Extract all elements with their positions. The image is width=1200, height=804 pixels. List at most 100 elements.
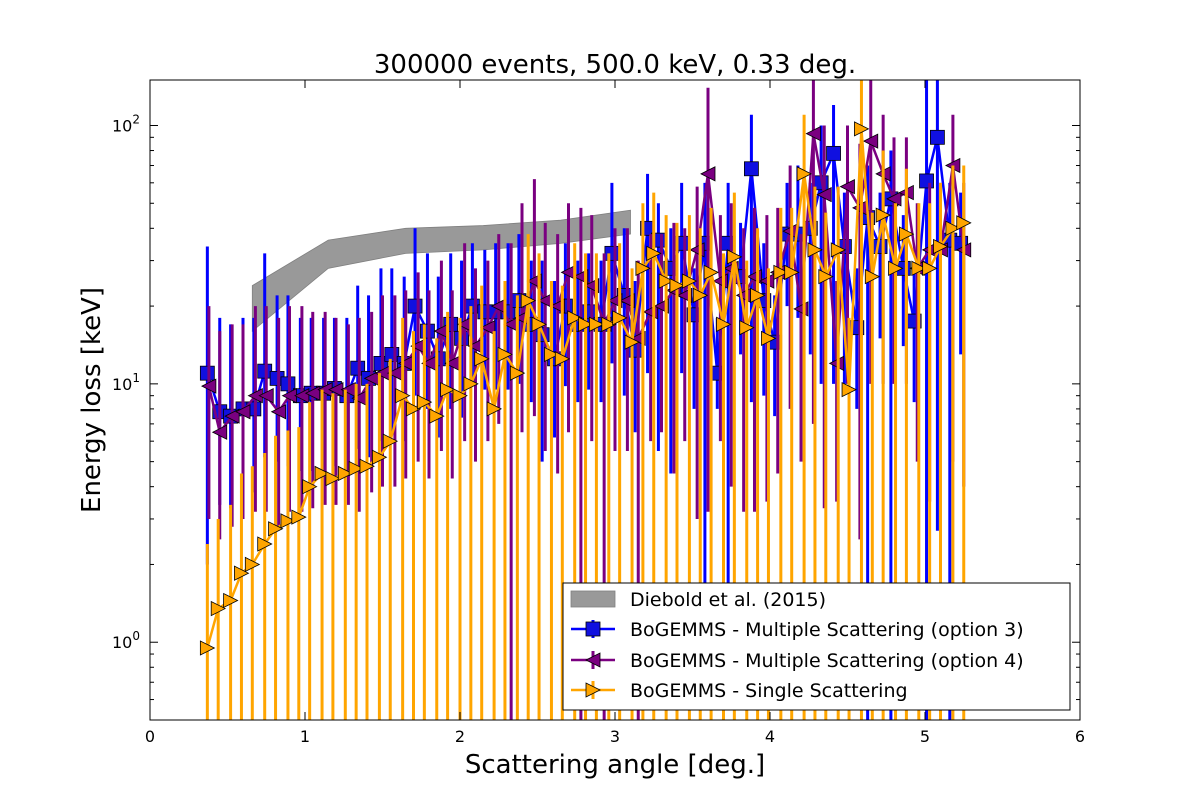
series-3-point bbox=[544, 346, 560, 363]
series-3-point bbox=[635, 260, 651, 276]
series-2-point bbox=[258, 388, 274, 404]
x-tick-label: 4 bbox=[765, 727, 775, 746]
series-3-point bbox=[486, 401, 502, 417]
series-3-point bbox=[359, 458, 375, 474]
series-1-point bbox=[257, 363, 273, 379]
series-2-point bbox=[828, 355, 845, 372]
legend-marker-3 bbox=[585, 682, 601, 698]
series-1-point bbox=[872, 239, 888, 254]
x-tick-label: 5 bbox=[920, 727, 930, 746]
series-3-point bbox=[474, 351, 490, 367]
legend-label-2: BoGEMMS - Multiple Scattering (option 4) bbox=[630, 650, 1024, 672]
legend-label-3: BoGEMMS - Single Scattering bbox=[630, 680, 908, 702]
series-3-point bbox=[830, 242, 847, 258]
series-3-point bbox=[669, 277, 685, 294]
series-3-point bbox=[933, 238, 949, 255]
series-3-point bbox=[268, 521, 284, 537]
series-1-point bbox=[464, 298, 480, 314]
series-3-point bbox=[531, 316, 547, 332]
series-3-point bbox=[589, 316, 605, 332]
series-3-point bbox=[578, 316, 594, 332]
series-3-point bbox=[807, 242, 823, 258]
series-3-point bbox=[509, 365, 526, 381]
series-1-point bbox=[930, 129, 945, 145]
x-tick-label: 2 bbox=[455, 727, 465, 746]
series-3-point bbox=[520, 292, 537, 309]
series-3-point bbox=[210, 600, 227, 617]
series-3-point bbox=[739, 320, 755, 336]
series-1-point bbox=[407, 298, 423, 314]
x-axis-label: Scattering angle [deg.] bbox=[465, 750, 765, 780]
series-3-point bbox=[440, 381, 456, 398]
series-3-point bbox=[601, 316, 617, 332]
chart-title: 300000 events, 500.0 keV, 0.33 deg. bbox=[374, 50, 856, 80]
series-3-point bbox=[888, 260, 904, 276]
legend: Diebold et al. (2015) BoGEMMS - Multiple … bbox=[562, 582, 1071, 711]
series-3-point bbox=[624, 334, 640, 350]
series-3-point bbox=[761, 330, 777, 347]
series-2-point bbox=[224, 408, 240, 424]
series-2-point bbox=[480, 320, 496, 336]
series-3-point bbox=[703, 264, 719, 281]
series-3 bbox=[199, 80, 972, 720]
series-2-point bbox=[886, 191, 902, 207]
series-3-point bbox=[463, 376, 479, 392]
series-3-point bbox=[726, 249, 743, 265]
series-3-point bbox=[371, 449, 388, 465]
series-3-point bbox=[314, 465, 330, 482]
legend-label-band: Diebold et al. (2015) bbox=[630, 589, 826, 611]
series-3-point bbox=[854, 121, 870, 137]
series-3-point bbox=[875, 207, 892, 223]
series-2-point bbox=[304, 385, 321, 401]
series-3-point bbox=[291, 509, 307, 525]
series-3-point bbox=[199, 640, 216, 656]
series-3-point bbox=[612, 310, 628, 326]
series-3-point bbox=[234, 565, 250, 581]
series-1-point bbox=[604, 245, 620, 261]
series-3-point bbox=[692, 287, 709, 304]
y-tick-label: 102 bbox=[112, 112, 140, 135]
series-1-point bbox=[744, 161, 759, 177]
y-axis-label: Energy loss [keV] bbox=[77, 287, 107, 513]
legend-marker-2 bbox=[585, 652, 601, 668]
series-3-point bbox=[841, 381, 857, 398]
series-2-point bbox=[700, 166, 716, 182]
axes-layer: 0 1 2 3 4 5 6 100 101 102 bbox=[112, 80, 1085, 746]
series-3-point bbox=[429, 408, 445, 424]
series-2-point bbox=[201, 378, 217, 394]
series-3-point bbox=[302, 479, 318, 495]
x-tick-label: 0 bbox=[145, 727, 155, 746]
series-3-point bbox=[784, 264, 800, 281]
series-3-point bbox=[899, 226, 915, 242]
series-3-point bbox=[864, 268, 881, 285]
series-1-point bbox=[919, 173, 934, 189]
legend-box bbox=[562, 582, 1071, 711]
series-3-point bbox=[646, 245, 662, 261]
series-3-point bbox=[244, 556, 261, 573]
x-tick-label: 6 bbox=[1075, 727, 1085, 746]
series-3-point bbox=[658, 273, 675, 289]
series-3-point bbox=[818, 268, 834, 285]
series-3-point bbox=[956, 215, 972, 231]
legend-label-1: BoGEMMS - Multiple Scattering (option 3) bbox=[630, 619, 1024, 641]
series-layer bbox=[199, 80, 972, 720]
series-3-point bbox=[922, 260, 938, 276]
series-1-point bbox=[384, 347, 400, 362]
series-3-point bbox=[567, 310, 583, 326]
series-2-point bbox=[235, 404, 251, 420]
y-tick-label: 101 bbox=[112, 371, 140, 394]
series-1-point bbox=[199, 365, 215, 381]
x-tick-label: 3 bbox=[610, 727, 620, 746]
series-3-point bbox=[280, 513, 296, 529]
series-2-point bbox=[839, 178, 855, 195]
series-3-point bbox=[416, 394, 433, 410]
series-3-point bbox=[223, 592, 239, 609]
series-3-point bbox=[452, 388, 468, 404]
series-3-point bbox=[382, 433, 399, 449]
diebold-band bbox=[251, 209, 631, 332]
series-2-point bbox=[294, 388, 310, 404]
legend-marker-1 bbox=[585, 621, 601, 637]
series-2-point bbox=[862, 133, 879, 149]
series-3-point bbox=[497, 346, 513, 363]
series-2-point bbox=[816, 186, 832, 203]
